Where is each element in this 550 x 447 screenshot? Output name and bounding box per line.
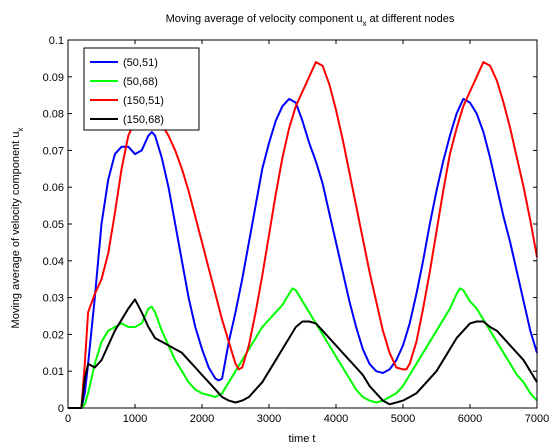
y-tick-label: 0.05 [43,219,64,231]
y-tick-label: 0.01 [43,366,64,378]
y-tick-label: 0.1 [49,35,64,47]
x-tick-label: 6000 [458,413,482,425]
series-line-3 [68,298,538,409]
x-tick-label: 3000 [257,413,281,425]
y-axis-ticks: 0 0.01 0.02 0.03 0.04 0.05 0.06 0.07 0.08 0.09 0.1 [43,35,537,415]
y-tick-label: 0.03 [43,293,64,305]
y-tick-label: 0.09 [43,72,64,84]
chart-title-suffix: at different nodes [367,13,455,25]
x-tick-label: 1000 [123,413,147,425]
legend-label-1: (50,68) [123,76,158,88]
chart-title-subscript: x [363,19,367,28]
x-tick-label: 2000 [190,413,214,425]
y-tick-label: 0 [58,403,64,415]
x-axis-label: time t [289,433,316,445]
legend: (50,51) (50,68) (150,51) (150,68) [83,47,200,131]
y-axis-label-subscript: x [16,128,25,132]
series-line-1 [68,287,538,409]
y-tick-label: 0.04 [43,256,64,268]
legend-label-3: (150,68) [123,114,164,126]
y-tick-label: 0.06 [43,182,64,194]
x-tick-label: 7000 [525,413,549,425]
x-axis-ticks: 0 1000 2000 3000 4000 5000 6000 7000 [65,40,549,425]
x-tick-label: 4000 [324,413,348,425]
y-tick-label: 0.08 [43,109,64,121]
legend-label-2: (150,51) [123,95,164,107]
y-tick-label: 0.02 [43,329,64,341]
x-tick-label: 5000 [391,413,415,425]
chart-title: Moving average of velocity component ux … [166,13,455,28]
series-line-0 [68,97,538,409]
legend-label-0: (50,51) [123,57,158,69]
y-tick-label: 0.07 [43,145,64,157]
y-axis-label: Moving average of velocity component ux [10,128,25,329]
x-tick-label: 0 [65,413,71,425]
